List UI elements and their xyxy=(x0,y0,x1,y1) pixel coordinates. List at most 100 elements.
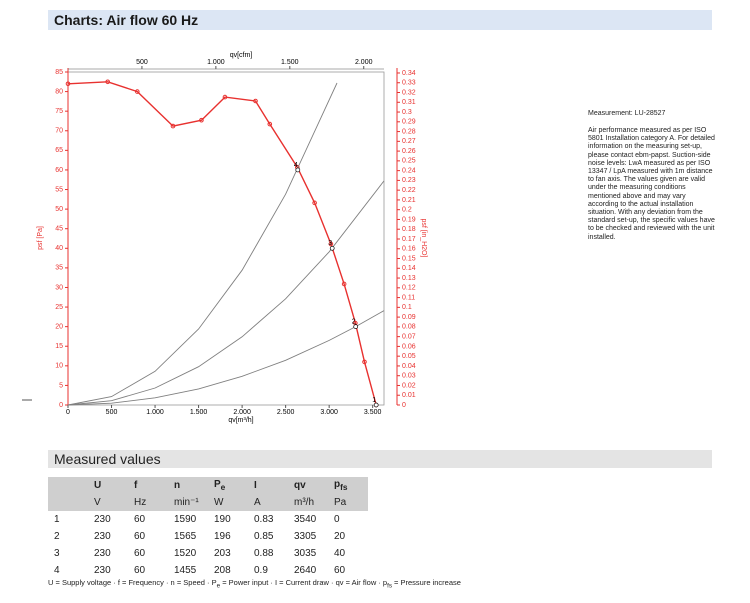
data-cell: 60 xyxy=(134,531,146,542)
y2-tick-label: 0.02 xyxy=(402,382,416,389)
data-cell: 60 xyxy=(134,514,146,525)
y-tick-label: 60 xyxy=(55,167,63,174)
data-cell: 230 xyxy=(94,531,111,542)
curve xyxy=(67,81,377,406)
data-cell: 203 xyxy=(214,548,231,559)
y2-tick-label: 0.26 xyxy=(402,148,416,155)
x-tick-label: 2.500 xyxy=(277,409,295,416)
section-header: Charts: Air flow 60 Hz xyxy=(48,10,712,30)
y-tick-label: 80 xyxy=(55,88,63,95)
column-name: P xyxy=(214,479,221,490)
y2-tick-label: 0.34 xyxy=(402,70,416,77)
x-tick-label: 500 xyxy=(106,409,118,416)
table-footnote: U = Supply voltage · f = Frequency · n =… xyxy=(48,578,461,590)
x-tick-label: 2.000 xyxy=(233,409,251,416)
data-cell: 0.9 xyxy=(254,565,268,576)
curve-point xyxy=(362,359,367,365)
footnote-subscript: e xyxy=(216,582,221,590)
y-tick-label: 30 xyxy=(55,284,63,291)
data-cell: 20 xyxy=(334,531,346,542)
column-subscript: fs xyxy=(340,482,348,492)
section-header: Measured values xyxy=(48,450,712,468)
y2-tick-label: 0.19 xyxy=(402,216,416,223)
data-cell: 0.85 xyxy=(254,531,274,542)
data-cell: 3540 xyxy=(294,514,317,525)
header-cell: f xyxy=(128,477,168,494)
data-cell: 0.88 xyxy=(254,548,274,559)
y-tick-label: 75 xyxy=(55,108,63,115)
data-cell: 3035 xyxy=(294,548,317,559)
curve-point xyxy=(312,200,317,206)
data-cell: 208 xyxy=(214,565,231,576)
unit-cell: W xyxy=(208,494,248,511)
y2-tick-label: 0.27 xyxy=(402,138,416,145)
column-name: n xyxy=(174,480,181,491)
data-cell: 190 xyxy=(214,514,231,525)
operating-point xyxy=(373,402,379,408)
y2-tick-label: 0.32 xyxy=(402,89,416,96)
y2-tick-label: 0.24 xyxy=(402,167,416,174)
curve-point xyxy=(328,241,334,247)
data-row: 2 230 60 1565 196 0.85 3305 20 xyxy=(48,528,368,545)
y2-tick-label: 0 xyxy=(402,402,406,409)
curve xyxy=(67,82,338,406)
operating-point-label: 3 xyxy=(328,240,332,247)
y2-tick-label: 0.08 xyxy=(402,324,416,331)
y2-tick-label: 0.28 xyxy=(402,128,416,135)
curve-point xyxy=(199,117,204,123)
header-cell: n xyxy=(168,477,208,494)
unit-cell: A xyxy=(248,494,288,511)
y-tick-label: 65 xyxy=(55,147,63,154)
x-axis-title: qv[m³/h] xyxy=(228,417,253,424)
y2-tick-label: 0.23 xyxy=(402,177,416,184)
data-cell: 230 xyxy=(94,548,111,559)
header-cell: Pe xyxy=(208,477,248,494)
curve-point xyxy=(134,89,140,94)
column-subscript: e xyxy=(220,482,226,492)
data-row: 4 230 60 1455 208 0.9 2640 60 xyxy=(48,562,368,579)
header-cell: qv xyxy=(288,477,328,494)
y-tick-label: 70 xyxy=(55,128,63,135)
data-cell: 1455 xyxy=(174,565,197,576)
header-cell: pfs xyxy=(328,477,368,494)
y2-tick-label: 0.04 xyxy=(402,363,416,370)
chart: 051015202530354045505560657075808500.010… xyxy=(22,52,427,424)
x-tick-label: 1.000 xyxy=(146,409,164,416)
data-cell: 3 xyxy=(54,548,60,559)
x-tick-label: 1.500 xyxy=(190,409,208,416)
y2-tick-label: 0.16 xyxy=(402,246,416,253)
data-cell: 230 xyxy=(94,514,111,525)
data-cell: 2 xyxy=(54,531,60,542)
unit-cell: Pa xyxy=(328,494,368,511)
y2-tick-label: 0.03 xyxy=(402,373,416,380)
header-cell xyxy=(48,494,88,511)
x-tick-label: 3.500 xyxy=(364,409,382,416)
y2-tick-label: 0.06 xyxy=(402,343,416,350)
data-cell: 60 xyxy=(334,565,346,576)
header-cell: U xyxy=(88,477,128,494)
y2-tick-label: 0.2 xyxy=(402,207,412,214)
y-tick-label: 85 xyxy=(55,69,63,76)
y2-tick-label: 0.11 xyxy=(402,294,415,301)
data-cell: 40 xyxy=(334,548,346,559)
data-cell: 4 xyxy=(54,565,60,576)
y2-tick-label: 0.15 xyxy=(402,255,416,262)
y2-tick-label: 0.07 xyxy=(402,333,416,340)
curve-point xyxy=(65,81,71,87)
data-cell: 1590 xyxy=(174,514,197,525)
header-cell xyxy=(48,477,88,494)
y2-tick-label: 0.09 xyxy=(402,314,416,321)
column-name: qv xyxy=(294,480,306,491)
y2-tick-label: 0.17 xyxy=(402,236,416,243)
y2-tick-label: 0.05 xyxy=(402,353,416,360)
y2-tick-label: 0.18 xyxy=(402,226,416,233)
curve xyxy=(67,180,385,406)
unit-cell: m³/h xyxy=(288,494,328,511)
data-cell: 0.83 xyxy=(254,514,274,525)
plot-frame xyxy=(67,71,385,406)
y2-tick-label: 0.12 xyxy=(402,285,416,292)
y-tick-label: 25 xyxy=(55,304,63,311)
measurement-id: Measurement: LU-28527 xyxy=(588,110,666,117)
y2-tick-label: 0.1 xyxy=(402,304,412,311)
